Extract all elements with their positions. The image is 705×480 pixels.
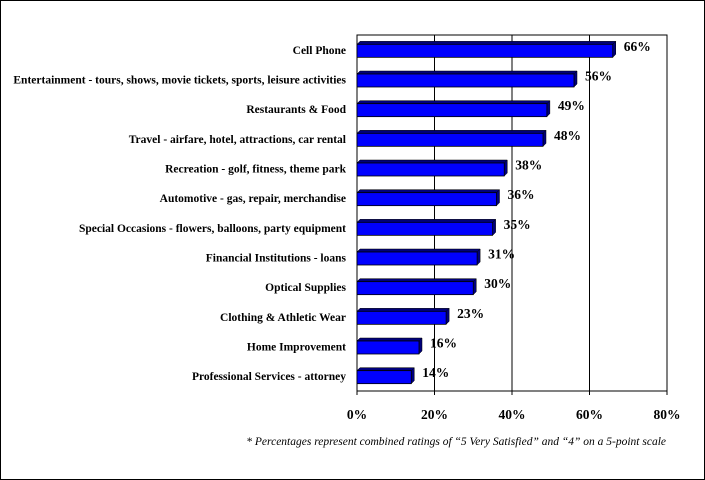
x-tick-label: 80% (654, 407, 681, 422)
category-label: Entertainment - tours, shows, movie tick… (13, 75, 346, 87)
bar (356, 192, 497, 207)
bar-top (356, 130, 547, 134)
data-label: 66% (624, 39, 651, 54)
bar (356, 103, 548, 118)
chart-footnote: * Percentages represent combined ratings… (246, 436, 666, 448)
data-label: 49% (558, 98, 585, 113)
category-label: Financial Institutions - loans (206, 253, 347, 265)
bar-top (356, 70, 578, 75)
data-label: 35% (504, 217, 531, 232)
x-tick-label: 40% (499, 407, 526, 422)
data-label: 31% (488, 247, 515, 262)
bar-top (356, 219, 497, 223)
bar-top (356, 308, 450, 312)
category-label: Professional Services - attorney (192, 371, 346, 383)
bar-top (356, 159, 508, 164)
bar-top (356, 248, 481, 253)
bar-top (356, 337, 423, 342)
data-label: 36% (508, 187, 535, 202)
category-label: Special Occasions - flowers, balloons, p… (79, 223, 346, 235)
category-label: Restaurants & Food (246, 104, 346, 116)
bar (356, 43, 614, 58)
data-label: 56% (585, 69, 612, 84)
category-label: Recreation - golf, fitness, theme park (165, 164, 346, 176)
bar-top (356, 100, 551, 104)
bar (356, 310, 447, 325)
bar (356, 340, 420, 355)
data-label: 14% (422, 365, 449, 380)
data-label: 23% (457, 306, 484, 321)
category-label: Home Improvement (247, 342, 346, 354)
category-label: Optical Supplies (265, 282, 346, 294)
bar (356, 132, 544, 147)
bar (356, 221, 494, 236)
category-label: Travel - airfare, hotel, attractions, ca… (129, 134, 346, 146)
bar (356, 370, 412, 385)
bar (356, 162, 505, 177)
bar (356, 73, 575, 88)
bar (356, 281, 474, 296)
data-label: 48% (554, 128, 581, 143)
category-label: Automotive - gas, repair, merchandise (160, 193, 346, 205)
data-label: 30% (484, 276, 511, 291)
bar-top (356, 278, 477, 282)
bar (356, 251, 478, 266)
category-label: Cell Phone (293, 45, 346, 57)
bar-top (356, 367, 415, 371)
x-tick-label: 60% (576, 407, 603, 422)
data-label: 16% (430, 336, 457, 351)
x-tick-label: 0% (347, 407, 367, 422)
category-label: Clothing & Athletic Wear (220, 312, 346, 324)
x-tick-label: 20% (421, 407, 448, 422)
bar-top (356, 189, 501, 193)
data-label: 38% (515, 158, 542, 173)
bar-top (356, 41, 617, 45)
